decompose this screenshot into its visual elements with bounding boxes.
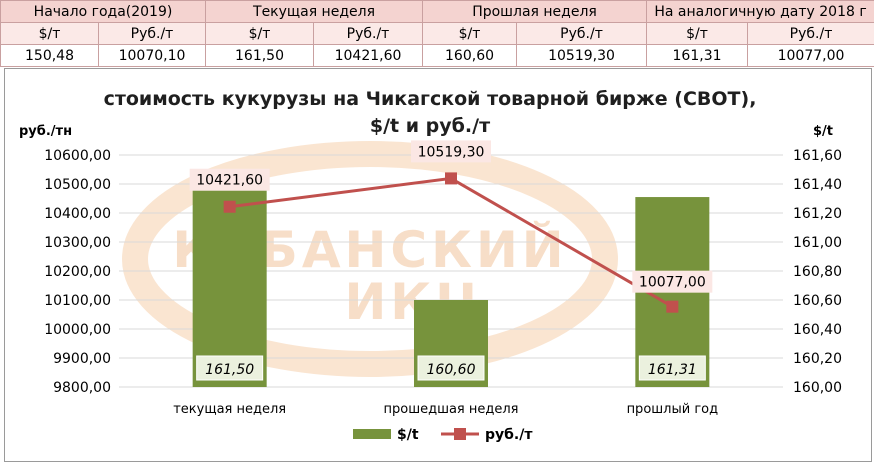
line-data-label: 10519,30: [418, 144, 485, 160]
subheader-cell: $/т: [646, 22, 749, 45]
category-labels: текущая неделя прошедшая неделя прошлый го…: [173, 402, 718, 417]
right-tick-label: 160,60: [793, 293, 842, 309]
line-data-label: 10077,00: [639, 275, 706, 291]
category-label: текущая неделя: [173, 402, 286, 417]
right-axis-unit: $/t: [813, 124, 833, 139]
bar-label-box: [417, 355, 485, 381]
corn-price-chart: КУБАНСКИЙ ИКЦ стоимость кукурузы на Чика…: [19, 88, 842, 443]
value-cell: 10077,00: [747, 44, 874, 67]
bar-data-label: 161,31: [648, 362, 697, 378]
category-label: прошедшая неделя: [383, 402, 518, 417]
right-tick-label: 161,60: [793, 148, 842, 164]
bar-label-box: [638, 355, 706, 381]
right-tick-label: 160,80: [793, 264, 842, 280]
subheader-cell: $/т: [205, 22, 314, 45]
legend-marker-rub: [454, 428, 466, 440]
right-axis-ticks: 160,00 160,20 160,40 160,60 160,80 161,00 161,…: [793, 148, 842, 396]
left-tick-label: 10400,00: [44, 206, 111, 222]
left-tick-label: 10000,00: [44, 322, 111, 338]
subheader-cell: Руб./т: [312, 22, 424, 45]
subheader-cell: Руб./т: [516, 22, 648, 45]
legend-label-usd: $/t: [397, 427, 419, 443]
line-label-box: [189, 168, 270, 191]
value-cell: 150,48: [0, 44, 99, 67]
left-tick-label: 10600,00: [44, 148, 111, 164]
chart-legend: $/t руб./т: [353, 427, 533, 443]
value-cell: 161,50: [205, 44, 314, 67]
bar-label-box: [196, 355, 264, 381]
left-tick-label: 10300,00: [44, 235, 111, 251]
line-series: 10421,60 10519,30 10077,00: [189, 140, 713, 313]
group-header-2018: На аналогичную дату 2018 г: [646, 0, 874, 23]
right-tick-label: 160,20: [793, 351, 842, 367]
line-marker: [445, 172, 457, 185]
category-label: прошлый год: [627, 402, 719, 417]
chart-title-line2: $/t и руб./т: [370, 115, 490, 137]
left-tick-label: 9900,00: [53, 351, 111, 367]
value-cell: 10070,10: [98, 44, 206, 67]
left-tick-label: 10500,00: [44, 177, 111, 193]
bar-data-label: 161,50: [205, 362, 254, 378]
subheader-cell: $/т: [422, 22, 518, 45]
right-tick-label: 160,00: [793, 380, 842, 396]
line-marker: [223, 200, 236, 213]
subheader-cell: Руб./т: [747, 22, 874, 45]
line-data-label: 10421,60: [196, 173, 263, 189]
value-cell: 160,60: [422, 44, 518, 67]
value-cell: 10421,60: [312, 44, 424, 67]
value-cell: 161,31: [646, 44, 749, 67]
chart-title-line1: стоимость кукурузы на Чикагской товарной…: [104, 88, 757, 110]
group-header-last-week: Прошлая неделя: [422, 0, 648, 23]
left-axis-ticks: 9800,00 9900,00 10000,00 10100,00 10200,00 10…: [44, 148, 111, 396]
left-tick-label: 9800,00: [53, 380, 111, 396]
left-tick-label: 10100,00: [44, 293, 111, 309]
line-marker: [666, 300, 679, 313]
right-tick-label: 161,40: [793, 177, 842, 193]
subheader-cell: $/т: [0, 22, 99, 45]
right-tick-label: 160,40: [793, 322, 842, 338]
right-tick-label: 161,00: [793, 235, 842, 251]
group-header-current-week: Текущая неделя: [204, 0, 424, 23]
left-tick-label: 10200,00: [44, 264, 111, 280]
left-axis-unit: руб./тн: [19, 124, 72, 139]
value-cell: 10519,30: [516, 44, 648, 67]
bar-data-label: 160,60: [427, 362, 476, 378]
legend-swatch-usd: [353, 429, 391, 439]
group-header-year-start: Начало года(2019): [0, 0, 206, 23]
legend-label-rub: руб./т: [485, 427, 533, 443]
chart-area: КУБАНСКИЙ ИКЦ стоимость кукурузы на Чика…: [4, 68, 872, 462]
subheader-cell: Руб./т: [98, 22, 206, 45]
line-label-box: [411, 140, 491, 163]
summary-table: Начало года(2019) Текущая неделя Прошлая…: [0, 0, 874, 67]
line-label-box: [632, 270, 713, 293]
right-tick-label: 161,20: [793, 206, 842, 222]
